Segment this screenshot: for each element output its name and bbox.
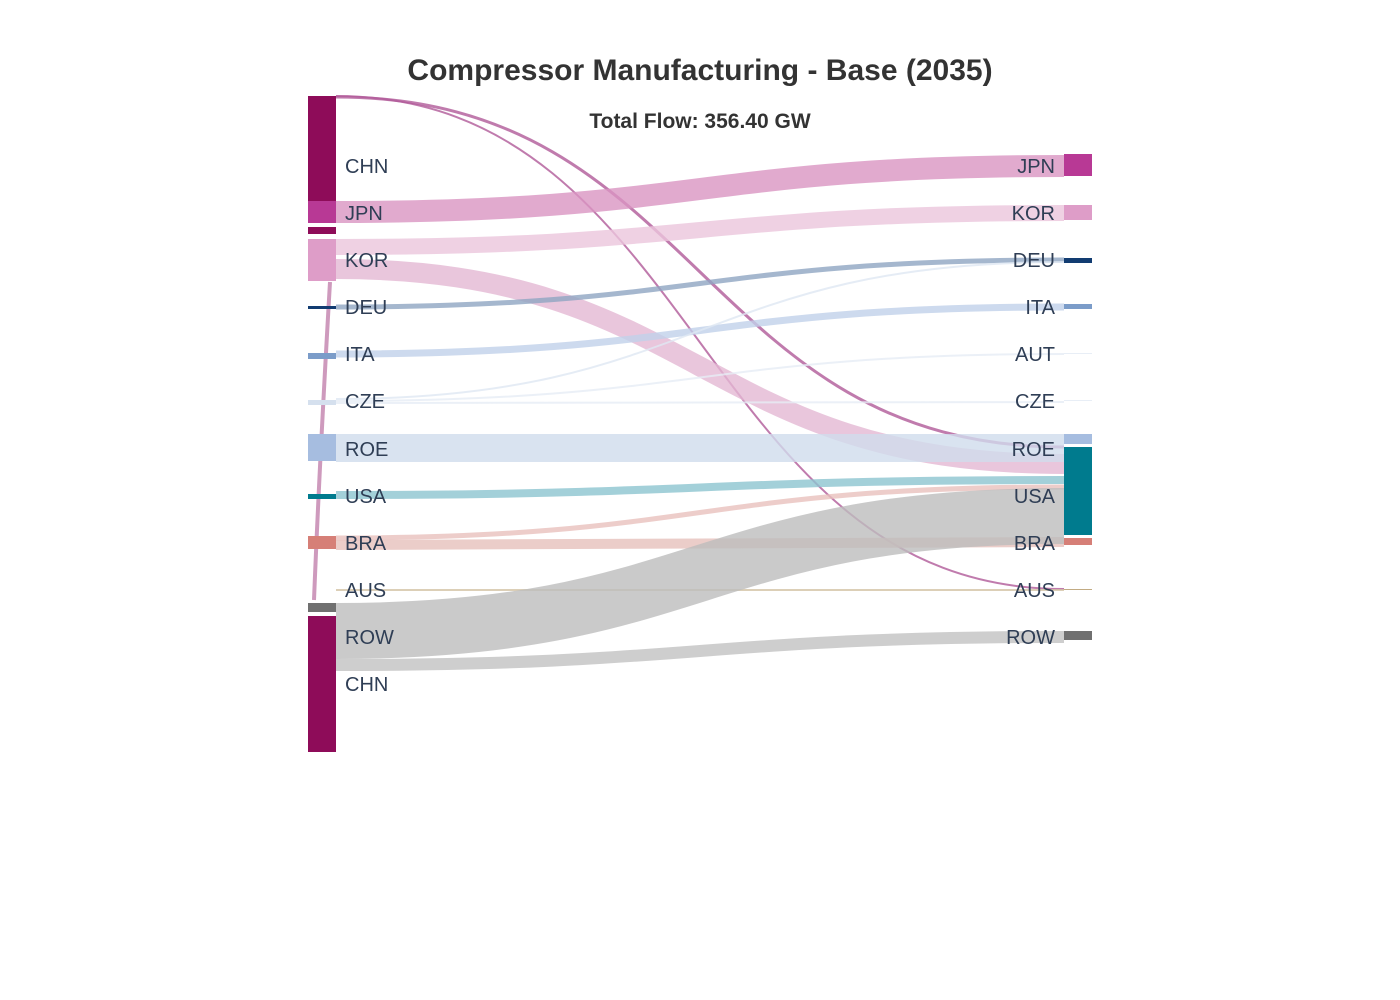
target-node-kor — [1064, 205, 1092, 220]
source-label-chn2: CHN — [345, 674, 388, 696]
source-label-aus: AUS — [345, 580, 386, 602]
target-label-kor: KOR — [1012, 203, 1055, 225]
source-label-deu: DEU — [345, 297, 387, 319]
source-node-deu — [308, 306, 336, 309]
target-node-aus — [1064, 589, 1092, 590]
nodes-layer — [308, 96, 1092, 752]
source-node-chn-segment — [308, 227, 336, 234]
source-node-kor — [308, 239, 336, 281]
target-label-row: ROW — [1006, 627, 1055, 649]
source-node-row — [308, 603, 336, 612]
target-label-ita: ITA — [1025, 297, 1055, 319]
source-node-roe — [308, 434, 336, 461]
target-node-cze — [1064, 400, 1092, 401]
link-deu-to-deu — [335, 257, 1065, 310]
source-node-jpn — [308, 201, 336, 223]
link-usa-to-usa — [335, 476, 1065, 499]
source-node-usa — [308, 494, 336, 499]
links-layer — [312, 95, 1065, 671]
source-label-bra: BRA — [345, 533, 387, 555]
link-row-to-usa — [335, 488, 1065, 659]
link-bra-to-usa — [335, 484, 1065, 541]
target-node-jpn — [1064, 154, 1092, 176]
source-label-usa: USA — [345, 486, 387, 508]
chart-title: Compressor Manufacturing - Base (2035) — [407, 54, 992, 87]
source-label-jpn: JPN — [345, 203, 383, 225]
source-label-chn: CHN — [345, 156, 388, 178]
target-node-deu — [1064, 258, 1092, 263]
link-row-to-row — [335, 631, 1065, 671]
source-node-chn — [308, 96, 336, 201]
target-node-aut — [1064, 353, 1092, 354]
link-kor-to-kor — [335, 205, 1065, 255]
link-chn-to-roe — [335, 95, 1065, 449]
target-label-usa: USA — [1014, 486, 1056, 508]
source-node-cze — [308, 400, 336, 405]
target-node-row — [1064, 631, 1092, 640]
target-node-roe — [1064, 434, 1092, 444]
source-label-kor: KOR — [345, 250, 388, 272]
source-node-chn2 — [308, 616, 336, 752]
target-label-jpn: JPN — [1017, 156, 1055, 178]
source-node-bra — [308, 536, 336, 549]
source-node-ita — [308, 353, 336, 359]
target-label-cze: CZE — [1015, 391, 1055, 413]
source-label-roe: ROE — [345, 439, 388, 461]
source-label-ita: ITA — [345, 344, 375, 366]
target-node-usa — [1064, 447, 1092, 535]
target-node-bra — [1064, 538, 1092, 545]
target-label-roe: ROE — [1012, 439, 1055, 461]
chart-subtitle: Total Flow: 356.40 GW — [589, 110, 810, 133]
source-label-row: ROW — [345, 627, 394, 649]
target-node-ita — [1064, 304, 1092, 309]
target-label-deu: DEU — [1013, 250, 1055, 272]
target-label-aus: AUS — [1014, 580, 1055, 602]
source-label-cze: CZE — [345, 391, 385, 413]
target-label-aut: AUT — [1015, 344, 1055, 366]
target-label-bra: BRA — [1014, 533, 1056, 555]
link-cze-to-deu — [335, 261, 1065, 400]
link-cze-to-aut — [335, 353, 1065, 402]
link-chn-to-aus — [335, 95, 1065, 590]
link-cze-to-cze — [335, 401, 1065, 404]
link-jpn-to-jpn — [335, 155, 1065, 223]
labels-layer: CHN JPN KOR DEU ITA CZE ROE USA BRA AUS ROW CHN JPN K… — [345, 156, 1056, 696]
